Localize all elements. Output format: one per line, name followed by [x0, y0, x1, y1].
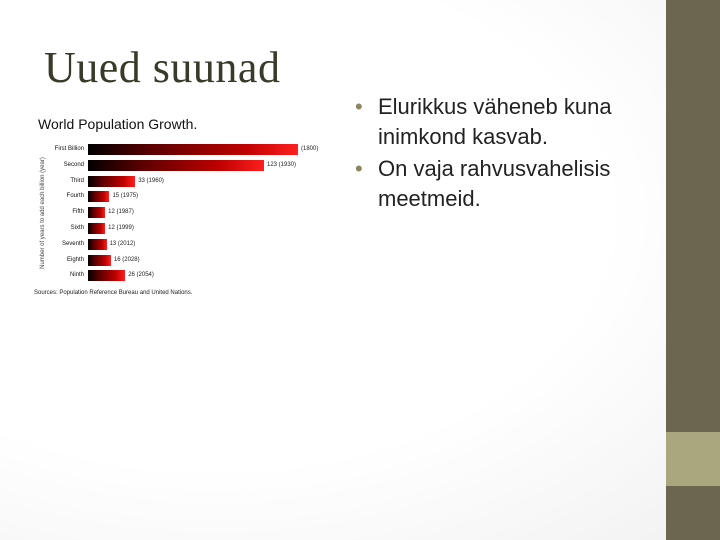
chart-row: Fourth 15 (1975) [28, 191, 318, 203]
chart-value-label: 26 (2054) [128, 272, 154, 279]
chart-row: Ninth 26 (2054) [28, 270, 318, 282]
chart-bar [88, 191, 110, 203]
chart-category-label: Fifth [72, 209, 84, 216]
chart-bar [88, 270, 126, 282]
bullet-text: Elurikkus väheneb kuna inimkond kasvab. [378, 94, 612, 149]
chart-category-label: Seventh [61, 240, 84, 247]
chart-row: First Billion (1800) [28, 144, 318, 156]
chart-bar [88, 207, 106, 219]
chart-value-label: 12 (1999) [108, 225, 134, 231]
bullet-icon: • [355, 94, 363, 119]
chart-category-label: Second [63, 161, 84, 168]
chart-bar [88, 254, 111, 266]
chart-value-label: 13 (2012) [109, 240, 136, 247]
chart-category-label: Sixth [70, 225, 84, 231]
chart-bar [88, 238, 107, 250]
chart-category-label: First Billion [54, 146, 84, 152]
accent-bar-bottom [666, 486, 720, 540]
chart-category-label: Ninth [69, 272, 84, 279]
chart-row: Sixth 12 (1999) [28, 223, 318, 235]
population-chart: World Population Growth. Number of years… [28, 110, 318, 305]
chart-value-label: 16 (2028) [113, 256, 140, 263]
chart-row: Third 33 (1960) [28, 175, 318, 188]
bullet-icon: • [355, 156, 363, 181]
bullet-item: • Elurikkus väheneb kuna inimkond kasvab. [355, 92, 660, 152]
chart-value-label: (1800) [301, 146, 319, 152]
chart-bar [88, 144, 298, 155]
chart-row: Seventh 13 (2012) [28, 238, 318, 251]
chart-value-label: 33 (1960) [138, 177, 164, 184]
chart-bar [88, 159, 264, 171]
chart-title: World Population Growth. [38, 116, 198, 132]
bullet-list: • Elurikkus väheneb kuna inimkond kasvab.… [355, 92, 660, 216]
accent-bar-middle [666, 432, 720, 486]
chart-row: Fifth 12 (1987) [28, 207, 318, 219]
chart-bar [88, 223, 106, 234]
chart-bar [88, 175, 136, 187]
chart-category-label: Fourth [66, 193, 84, 200]
slide-title: Uued suunad [44, 43, 281, 92]
bullet-text: On vaja rahvusvahelisis meetmeid. [378, 156, 611, 211]
chart-value-label: 15 (1975) [112, 193, 139, 200]
chart-row: Eighth 16 (2028) [28, 254, 318, 267]
chart-value-label: 12 (1987) [108, 209, 134, 216]
chart-source: Sources: Population Reference Bureau and… [34, 290, 193, 296]
chart-category-label: Third [70, 177, 84, 184]
chart-value-label: 123 (1930) [267, 161, 297, 168]
chart-category-label: Eighth [66, 256, 84, 263]
accent-bar-top [666, 0, 720, 432]
bullet-item: • On vaja rahvusvahelisis meetmeid. [355, 154, 660, 214]
chart-row: Second 123 (1930) [28, 159, 318, 172]
